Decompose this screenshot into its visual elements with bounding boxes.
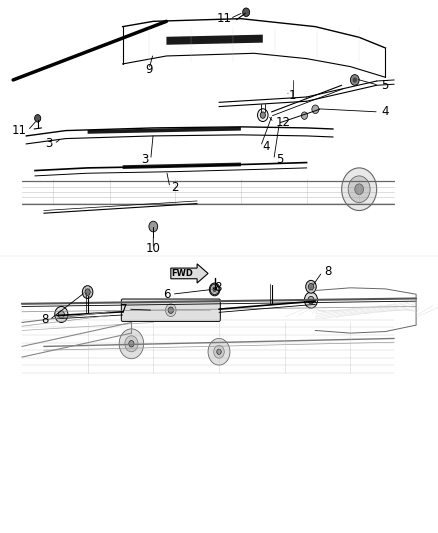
Polygon shape [166, 35, 263, 45]
Text: 1: 1 [289, 90, 297, 102]
Text: 3: 3 [45, 138, 53, 150]
Text: 10: 10 [146, 243, 161, 255]
Circle shape [308, 296, 314, 304]
Text: 8: 8 [324, 265, 332, 278]
Circle shape [217, 349, 221, 354]
Circle shape [85, 289, 90, 295]
Circle shape [210, 284, 219, 295]
Circle shape [213, 287, 216, 292]
Text: 4: 4 [381, 106, 389, 118]
Circle shape [129, 341, 134, 347]
Circle shape [258, 109, 268, 122]
Text: 11: 11 [217, 12, 232, 25]
Circle shape [168, 307, 173, 313]
Text: 2: 2 [171, 181, 178, 194]
Circle shape [149, 221, 158, 232]
Circle shape [166, 304, 176, 317]
Circle shape [312, 105, 319, 114]
Circle shape [306, 280, 316, 293]
Text: 9: 9 [145, 63, 153, 76]
Polygon shape [123, 163, 241, 169]
Text: 8: 8 [215, 281, 222, 294]
Circle shape [355, 184, 364, 195]
FancyBboxPatch shape [121, 299, 220, 321]
Circle shape [243, 8, 250, 17]
Text: 7: 7 [120, 303, 127, 316]
Circle shape [209, 283, 220, 296]
Circle shape [342, 168, 377, 211]
Circle shape [348, 176, 370, 203]
Text: 4: 4 [263, 140, 270, 153]
Text: 5: 5 [276, 154, 283, 166]
Text: FWD: FWD [171, 269, 193, 278]
Circle shape [308, 284, 314, 290]
Circle shape [208, 338, 230, 365]
Circle shape [212, 286, 217, 293]
Circle shape [125, 336, 138, 352]
Text: 12: 12 [276, 116, 291, 129]
Circle shape [301, 112, 307, 119]
Polygon shape [88, 127, 241, 134]
Circle shape [260, 112, 265, 118]
Text: 3: 3 [141, 154, 149, 166]
Text: 8: 8 [41, 313, 48, 326]
Circle shape [35, 115, 41, 122]
Text: 6: 6 [163, 288, 171, 301]
Text: 11: 11 [11, 124, 26, 137]
Circle shape [350, 75, 359, 85]
Circle shape [82, 286, 93, 298]
Circle shape [58, 311, 64, 318]
Circle shape [304, 292, 318, 308]
Polygon shape [171, 264, 208, 283]
Text: 5: 5 [381, 79, 389, 92]
Circle shape [214, 345, 224, 358]
Circle shape [119, 329, 144, 359]
Circle shape [55, 306, 68, 322]
Circle shape [353, 77, 357, 83]
